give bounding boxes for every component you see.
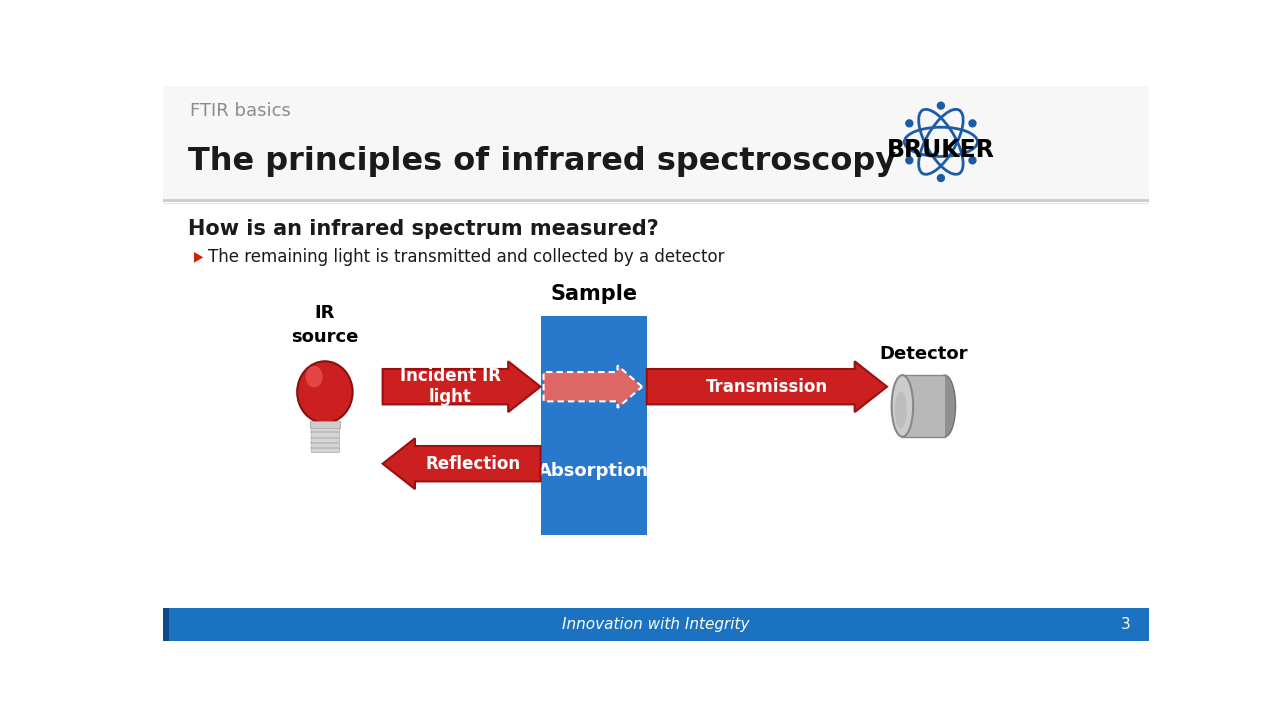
Text: Detector: Detector — [879, 345, 968, 363]
FancyArrow shape — [383, 438, 540, 489]
Text: The principles of infrared spectroscopy: The principles of infrared spectroscopy — [188, 146, 896, 177]
Text: How is an infrared spectrum measured?: How is an infrared spectrum measured? — [188, 219, 659, 239]
Circle shape — [906, 157, 913, 163]
FancyArrow shape — [383, 361, 540, 412]
Circle shape — [969, 120, 975, 127]
FancyBboxPatch shape — [164, 608, 1149, 641]
Text: Reflection: Reflection — [425, 455, 521, 473]
Text: The remaining light is transmitted and collected by a detector: The remaining light is transmitted and c… — [207, 248, 724, 266]
FancyBboxPatch shape — [164, 86, 1149, 200]
Text: BRUKER: BRUKER — [887, 138, 995, 161]
Text: IR
source: IR source — [292, 305, 358, 346]
Text: FTIR basics: FTIR basics — [191, 102, 291, 120]
FancyBboxPatch shape — [902, 375, 945, 437]
Text: Absorption: Absorption — [538, 462, 649, 480]
Ellipse shape — [934, 375, 956, 437]
Circle shape — [906, 120, 913, 127]
Text: Incident IR
light: Incident IR light — [399, 367, 500, 406]
Ellipse shape — [892, 375, 913, 437]
Circle shape — [937, 174, 945, 181]
Ellipse shape — [297, 361, 352, 423]
Text: Sample: Sample — [550, 284, 637, 305]
Ellipse shape — [306, 366, 323, 387]
Text: Transmission: Transmission — [705, 378, 828, 396]
FancyArrow shape — [646, 361, 887, 412]
Polygon shape — [195, 252, 204, 263]
Circle shape — [969, 157, 975, 163]
Text: 3: 3 — [1121, 617, 1130, 632]
Text: Innovation with Integrity: Innovation with Integrity — [562, 617, 750, 632]
Ellipse shape — [895, 391, 906, 428]
FancyBboxPatch shape — [311, 428, 339, 452]
FancyBboxPatch shape — [164, 608, 169, 641]
FancyBboxPatch shape — [540, 316, 646, 534]
Circle shape — [937, 102, 945, 109]
FancyArrow shape — [544, 366, 643, 408]
FancyBboxPatch shape — [310, 421, 340, 428]
